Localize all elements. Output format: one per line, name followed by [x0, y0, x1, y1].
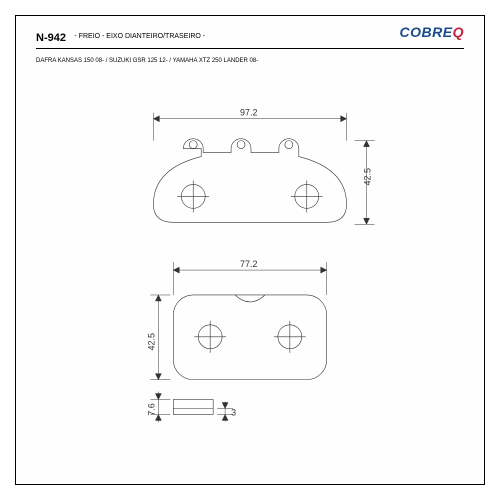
dim-bottom-height: 42.5	[146, 333, 156, 350]
brand-logo: COBREQ	[400, 24, 464, 40]
technical-drawing: 97.2	[16, 96, 484, 484]
drawing-frame: N-942 - FREIO - EIXO DIANTEIRO/TRASEIRO …	[15, 15, 485, 485]
bottom-pad-outline	[173, 295, 326, 380]
brand-text-accent: Q	[453, 24, 464, 40]
top-pad-outline	[153, 139, 346, 223]
dim-top-width: 97.2	[240, 108, 257, 118]
part-description: - FREIO - EIXO DIANTEIRO/TRASEIRO -	[74, 33, 205, 40]
brand-text-primary: COBRE	[400, 24, 453, 40]
header-rule	[36, 48, 464, 49]
applications-text: DAFRA KANSAS 150 08- / SUZUKI GSR 125 12…	[36, 58, 258, 64]
dim-bottom-width: 77.2	[240, 259, 257, 269]
part-number: N-942	[36, 32, 66, 44]
dim-side-thick: 3	[231, 407, 236, 417]
dim-side-height: 7.6	[146, 403, 156, 415]
dim-top-height: 42.5	[362, 168, 372, 185]
side-profile	[173, 400, 213, 415]
